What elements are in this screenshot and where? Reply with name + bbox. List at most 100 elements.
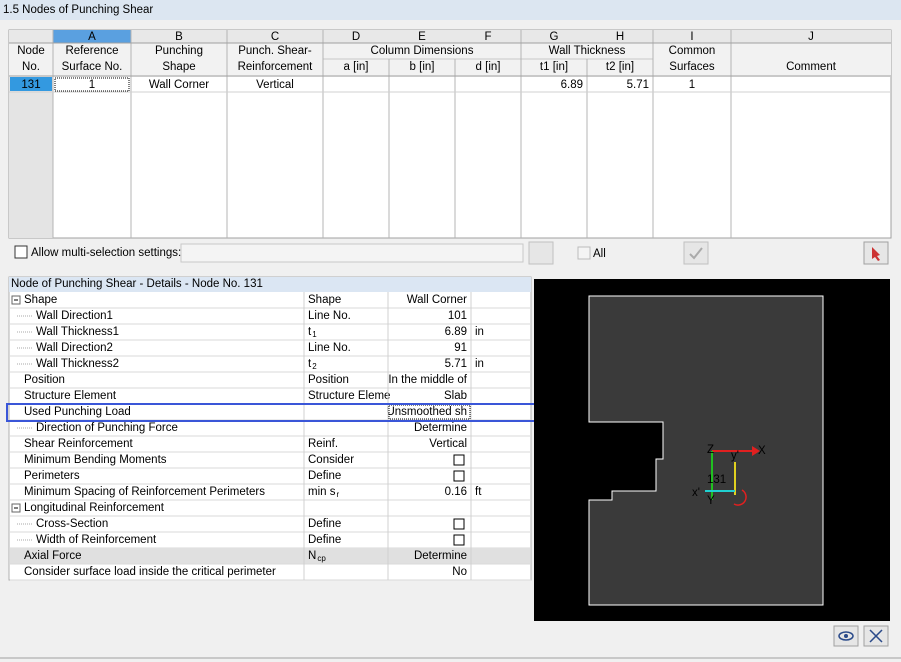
check-icon (689, 247, 703, 260)
property-value[interactable]: Vertical (429, 438, 467, 450)
eye-icon (838, 631, 854, 641)
column-header: Node (17, 45, 45, 57)
column-header: Surface No. (62, 61, 123, 73)
property-symbol: Position (308, 374, 349, 386)
table-cell[interactable]: 131 (21, 79, 40, 91)
property-value[interactable]: Determine (414, 550, 467, 562)
property-symbol: Line No. (308, 342, 351, 354)
column-letter: A (88, 31, 96, 43)
property-subscript: 1 (312, 330, 317, 339)
property-subscript: 2 (312, 362, 317, 371)
property-label: Wall Direction1 (36, 310, 113, 322)
property-label: Wall Thickness2 (36, 358, 119, 370)
property-label: Shear Reinforcement (24, 438, 133, 450)
axis-label: y' (731, 450, 739, 462)
details-title: Node of Punching Shear - Details - Node … (11, 278, 263, 290)
table-cell[interactable]: 6.89 (561, 79, 583, 91)
property-label: Perimeters (24, 470, 80, 482)
property-symbol: N (308, 550, 316, 562)
table-cell[interactable]: 1 (89, 79, 95, 91)
property-value[interactable]: 91 (454, 342, 467, 354)
property-label: Axial Force (24, 550, 82, 562)
cell-focus[interactable] (54, 77, 130, 92)
property-value[interactable]: 0.16 (445, 486, 467, 498)
property-label: Used Punching Load (24, 406, 131, 418)
property-value[interactable]: Wall Corner (407, 294, 467, 306)
property-symbol: Line No. (308, 310, 351, 322)
checkbox-label: All (593, 248, 606, 260)
property-checkbox[interactable] (453, 454, 465, 466)
axis-label: Y (707, 495, 715, 507)
property-value[interactable]: In the middle of (388, 374, 467, 386)
table-cell[interactable]: Vertical (256, 79, 294, 91)
column-header: Punching (155, 45, 203, 57)
property-subscript: r (336, 490, 339, 499)
property-label: Minimum Bending Moments (24, 454, 167, 466)
column-header: d [in] (476, 61, 501, 73)
column-letter: H (616, 31, 624, 43)
title-bar (0, 0, 901, 20)
column-header: Surfaces (669, 61, 715, 73)
button[interactable] (528, 241, 554, 265)
property-label: Consider surface load inside the critica… (24, 566, 276, 578)
property-value[interactable]: Unsmoothed sh (386, 406, 467, 418)
property-checkbox[interactable] (453, 470, 465, 482)
property-unit: in (475, 326, 484, 338)
property-value[interactable]: 6.89 (445, 326, 467, 338)
column-letter: B (175, 31, 183, 43)
property-label: Width of Reinforcement (36, 534, 157, 546)
column-header: t2 [in] (606, 61, 634, 73)
property-symbol: Reinf. (308, 438, 338, 450)
property-subscript: cp (317, 554, 326, 563)
header-rows (9, 43, 891, 77)
axis-arrow (752, 446, 760, 456)
property-value[interactable]: Slab (444, 390, 467, 402)
property-checkbox[interactable] (453, 518, 465, 530)
property-value[interactable]: No (452, 566, 467, 578)
property-label: Position (24, 374, 65, 386)
axis-label: Z (707, 444, 714, 456)
details-title-bar (9, 277, 531, 292)
checkbox[interactable] (14, 245, 28, 259)
axis-label: x' (692, 487, 700, 499)
table-cell[interactable]: 5.71 (627, 79, 649, 91)
property-label: Wall Thickness1 (36, 326, 119, 338)
column-letter: C (271, 31, 279, 43)
select-icon (869, 629, 883, 643)
table-cell[interactable]: 1 (689, 79, 695, 91)
row-header-column (9, 77, 53, 238)
property-value[interactable]: Determine (414, 422, 467, 434)
pointer-icon (872, 247, 880, 261)
column-letter: I (690, 31, 693, 43)
property-symbol: t (308, 358, 312, 370)
column-header: Comment (786, 61, 837, 73)
property-label: Longitudinal Reinforcement (24, 502, 165, 514)
property-symbol: Define (308, 470, 341, 482)
column-group-header: Column Dimensions (371, 45, 474, 57)
window-title: 1.5 Nodes of Punching Shear (3, 4, 153, 16)
checkbox[interactable] (577, 246, 591, 260)
table-cell[interactable]: Wall Corner (149, 79, 209, 91)
property-symbol: t (308, 326, 312, 338)
property-label: Structure Element (24, 390, 117, 402)
checkbox-label: Allow multi-selection settings: (31, 247, 181, 259)
axis-label: X (758, 445, 766, 457)
property-checkbox[interactable] (453, 534, 465, 546)
property-value[interactable]: 101 (448, 310, 467, 322)
selected-row-header (10, 77, 52, 91)
column-header: Common (669, 45, 716, 57)
property-symbol: Consider (308, 454, 354, 466)
property-symbol: Define (308, 534, 341, 546)
column-header: t1 [in] (540, 61, 568, 73)
property-value[interactable]: 5.71 (445, 358, 467, 370)
property-symbol: Shape (308, 294, 341, 306)
button[interactable] (683, 241, 709, 265)
property-unit: ft (475, 486, 482, 498)
column-header: b [in] (410, 61, 435, 73)
property-label: Shape (24, 294, 57, 306)
column-header: Reinforcement (238, 61, 314, 73)
column-header: Reference (65, 45, 118, 57)
property-label: Direction of Punching Force (36, 422, 178, 434)
disabled-row (10, 548, 530, 564)
eye-pupil (844, 634, 848, 638)
